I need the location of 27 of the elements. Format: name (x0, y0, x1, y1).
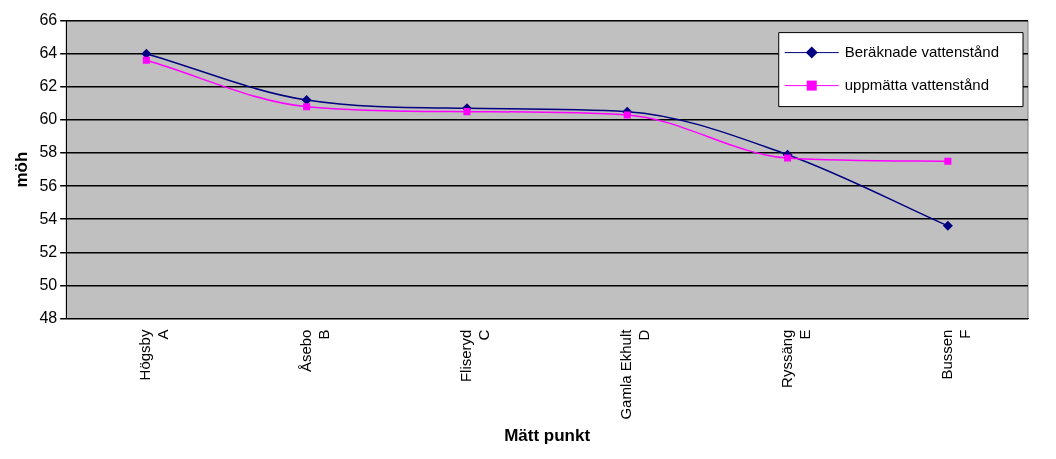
y-tick-label: 56 (39, 176, 58, 194)
y-tick-label: 52 (39, 242, 58, 260)
y-tick-label: 60 (39, 110, 58, 128)
x-tick-label: Ryssäng E (777, 329, 813, 388)
x-tick-label: Åsebo B (296, 329, 332, 373)
y-tick-label: 62 (39, 77, 58, 95)
point (942, 220, 953, 231)
y-tick-label: 64 (39, 44, 58, 62)
legend-label: uppmätta vattenstånd (844, 75, 989, 93)
point (623, 111, 631, 119)
point (463, 108, 471, 116)
point (142, 56, 150, 64)
point (944, 157, 952, 165)
y-tick-label: 54 (39, 209, 58, 227)
x-axis-title: Mätt punkt (504, 426, 591, 446)
y-tick-label: 58 (39, 143, 58, 161)
x-tick-label: Bussen F (937, 329, 973, 380)
point (784, 154, 792, 162)
legend-label: Beräknade vattenstånd (844, 42, 999, 60)
x-tick-label: Gamla Ekhult D (617, 328, 653, 420)
y-tick-label: 48 (39, 308, 58, 326)
y-tick-label: 66 (39, 11, 58, 29)
y-axis-title: möh (11, 151, 31, 188)
y-tick-label: 50 (39, 275, 58, 293)
x-tick-label: Högsby A (136, 329, 172, 381)
x-tick-label: Fliseryd C (457, 329, 493, 383)
point (303, 103, 311, 111)
